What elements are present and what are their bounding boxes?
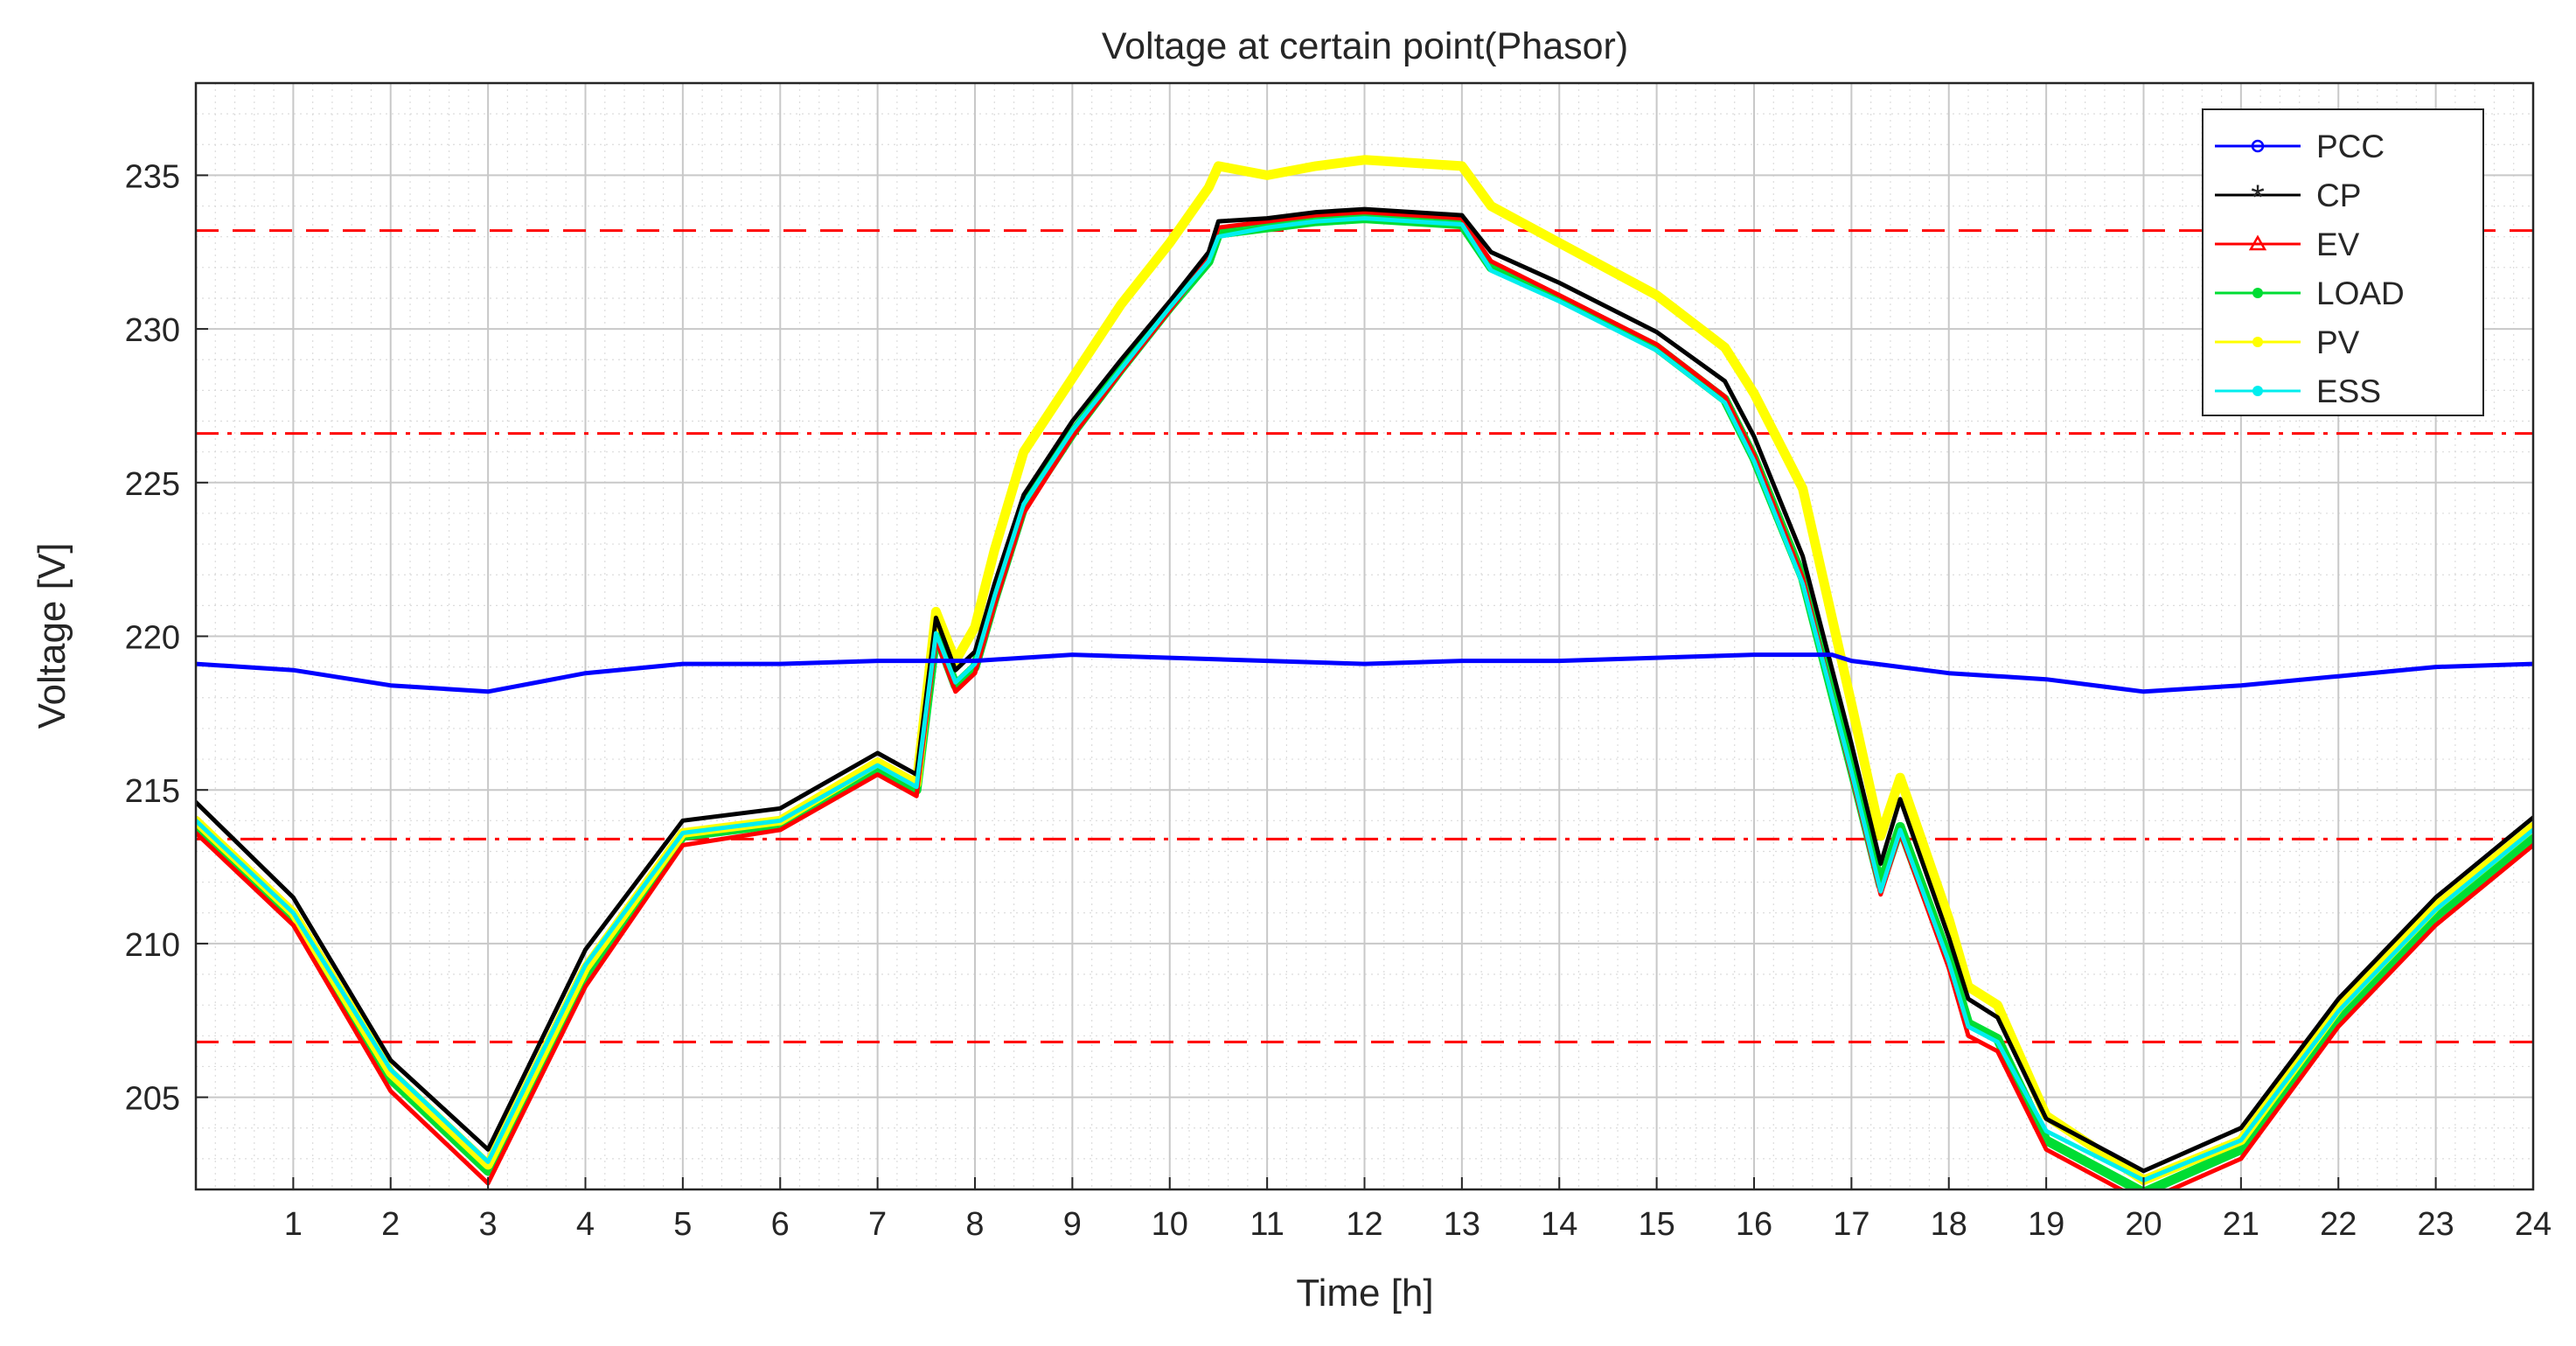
y-axis-ticks: 205 210 215 220 225 230 235: [125, 158, 208, 1118]
x-tick-label: 7: [868, 1206, 887, 1243]
y-tick-label: 210: [125, 927, 180, 964]
legend-marker-star: *: [2251, 178, 2265, 217]
chart-title: Voltage at certain point(Phasor): [1102, 25, 1628, 67]
x-tick-label: 11: [1250, 1206, 1284, 1243]
y-tick-label: 230: [125, 312, 180, 349]
legend-label-pcc: PCC: [2316, 129, 2385, 164]
reference-lines: [196, 229, 2533, 1043]
y-axis-label: Voltage [V]: [31, 543, 73, 729]
legend-label-cp: CP: [2316, 178, 2361, 213]
x-tick-label: 15: [1638, 1206, 1674, 1243]
legend-entry-pv: PV: [2215, 324, 2360, 360]
x-tick-label: 13: [1444, 1206, 1480, 1243]
x-tick-label: 24: [2515, 1206, 2552, 1243]
legend-entry-ess: ESS: [2215, 373, 2381, 409]
series-line-cp: [196, 206, 2533, 1174]
x-tick-label: 21: [2223, 1206, 2259, 1243]
x-axis-label: Time [h]: [1296, 1272, 1433, 1315]
legend-entry-ev: EV: [2215, 227, 2360, 262]
series-layer: [196, 155, 2533, 1189]
series-line-ess: [196, 216, 2533, 1182]
legend-marker-dot: [2252, 386, 2263, 396]
x-tick-label: 22: [2320, 1206, 2357, 1243]
legend-label-ess: ESS: [2316, 373, 2381, 409]
legend-entry-load: LOAD: [2215, 275, 2405, 311]
y-tick-label: 225: [125, 466, 180, 503]
legend-entry-pcc: PCC: [2215, 129, 2385, 164]
y-tick-label: 220: [125, 620, 180, 657]
legend-entry-cp: * CP: [2215, 178, 2361, 217]
x-tick-label: 4: [576, 1206, 595, 1243]
legend-marker-dot: [2252, 288, 2263, 298]
legend-label-ev: EV: [2316, 227, 2360, 262]
y-tick-label: 205: [125, 1081, 180, 1118]
legend-label-pv: PV: [2316, 324, 2360, 360]
x-tick-label: 12: [1346, 1206, 1382, 1243]
legend-marker-circle: [2251, 139, 2265, 153]
major-grid: [196, 83, 2534, 1189]
x-tick-label: 1: [284, 1206, 303, 1243]
series-line-pcc: [196, 652, 2533, 694]
x-tick-label: 9: [1063, 1206, 1082, 1243]
x-tick-label: 5: [673, 1206, 692, 1243]
x-tick-label: 17: [1833, 1206, 1869, 1243]
x-tick-label: 10: [1152, 1206, 1188, 1243]
x-tick-label: 6: [771, 1206, 790, 1243]
x-tick-label: 20: [2125, 1206, 2162, 1243]
x-tick-label: 19: [2028, 1206, 2064, 1243]
x-tick-label: 14: [1541, 1206, 1577, 1243]
y-tick-label: 215: [125, 773, 180, 810]
legend-box: [2202, 108, 2484, 416]
x-tick-label: 2: [381, 1206, 400, 1243]
x-tick-label: 8: [965, 1206, 984, 1243]
x-tick-label: 16: [1736, 1206, 1772, 1243]
x-tick-label: 18: [1931, 1206, 1967, 1243]
x-axis-ticks: 1 2 3 4 5 6 7 8 9 10 11 12 13 14 15 16 17 18 19 20 21 22 23 24: [284, 1177, 2552, 1243]
series-line-ev: [196, 210, 2533, 1189]
legend-marker-triangle: [2248, 234, 2267, 251]
x-tick-label: 23: [2417, 1206, 2454, 1243]
y-tick-label: 235: [125, 158, 180, 195]
x-tick-label: 3: [479, 1206, 498, 1243]
legend-label-load: LOAD: [2316, 275, 2405, 311]
legend: PCC * CP EV LOAD PV ESS: [2202, 108, 2484, 416]
legend-marker-dot: [2252, 337, 2263, 347]
